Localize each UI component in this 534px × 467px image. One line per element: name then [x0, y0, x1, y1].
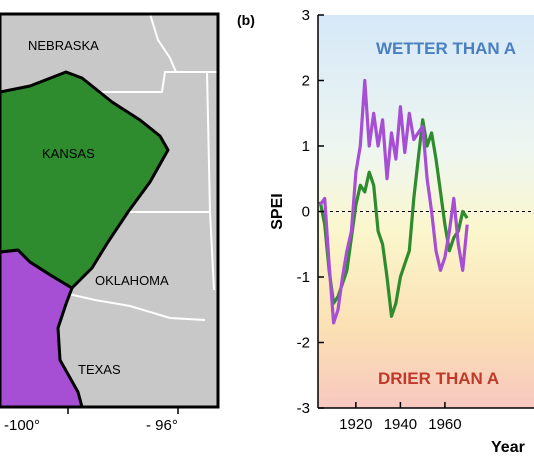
- map-frame: [0, 12, 220, 409]
- y-tick-label: 3: [302, 7, 310, 24]
- y-tick-label: -1: [297, 269, 310, 286]
- chart-panel: (b) -3 -2 -1 0 1 2 3 1920 1940 1960 WETTER THAN A…: [237, 7, 534, 456]
- series-line-1: [318, 78, 469, 325]
- y-tick-label: -2: [297, 335, 310, 352]
- chart-axes: -3 -2 -1 0 1 2 3 1920 1940 1960: [297, 7, 534, 433]
- state-label-kansas: KANSAS: [42, 146, 95, 161]
- y-axis-label: SPEI: [269, 193, 286, 229]
- x-tick-label: 1960: [428, 416, 461, 433]
- y-tick-label: 1: [302, 138, 310, 155]
- plot-area: [318, 78, 534, 325]
- map-panel: NEBRASKA KANSAS OKLAHOMA TEXAS -100° - 9…: [0, 12, 220, 434]
- x-tick-label: 1940: [384, 416, 417, 433]
- y-tick-label: 0: [302, 204, 310, 221]
- border-east: [206, 71, 215, 291]
- series-line-0: [318, 118, 469, 318]
- state-label-nebraska: NEBRASKA: [28, 38, 99, 53]
- state-label-texas: TEXAS: [78, 362, 121, 377]
- state-label-oklahoma: OKLAHOMA: [95, 273, 169, 288]
- x-tick-label: 1920: [339, 416, 372, 433]
- y-tick-label: 2: [302, 73, 310, 90]
- border-missouri-river: [149, 13, 177, 73]
- x-axis-label: Year: [491, 439, 525, 456]
- lon-label-100: -100°: [4, 417, 40, 434]
- annotation-wetter: WETTER THAN A: [376, 39, 516, 58]
- y-tick-label: -3: [297, 400, 310, 417]
- annotation-drier: DRIER THAN A: [378, 369, 499, 388]
- panel-label: (b): [237, 12, 255, 28]
- region-green: [0, 70, 170, 290]
- lon-label-96: - 96°: [146, 417, 178, 434]
